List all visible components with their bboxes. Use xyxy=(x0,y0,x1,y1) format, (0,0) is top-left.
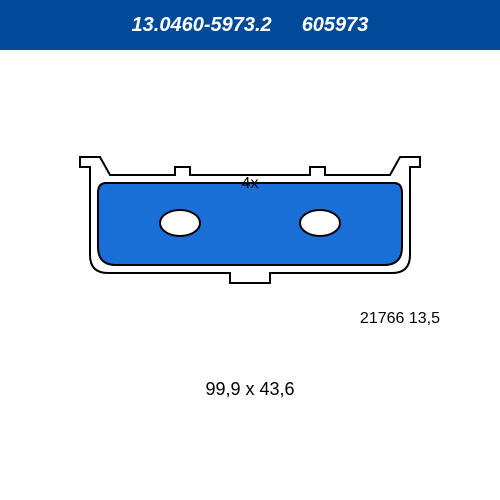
header-bar: 13.0460-5973.2 605973 xyxy=(0,0,500,50)
dimensions-label: 99,9 x 43,6 xyxy=(205,379,294,400)
ref-number: 605973 xyxy=(302,14,369,37)
brake-pad-diagram xyxy=(60,135,440,315)
part-reference: 21766 13,5 xyxy=(360,310,440,328)
part-number: 13.0460-5973.2 xyxy=(132,14,272,37)
diagram-area: 4x 21766 13,5 xyxy=(0,50,500,400)
hole-left xyxy=(160,210,200,236)
quantity-label: 4x xyxy=(242,175,259,193)
friction-pad xyxy=(98,183,402,265)
hole-right xyxy=(300,210,340,236)
